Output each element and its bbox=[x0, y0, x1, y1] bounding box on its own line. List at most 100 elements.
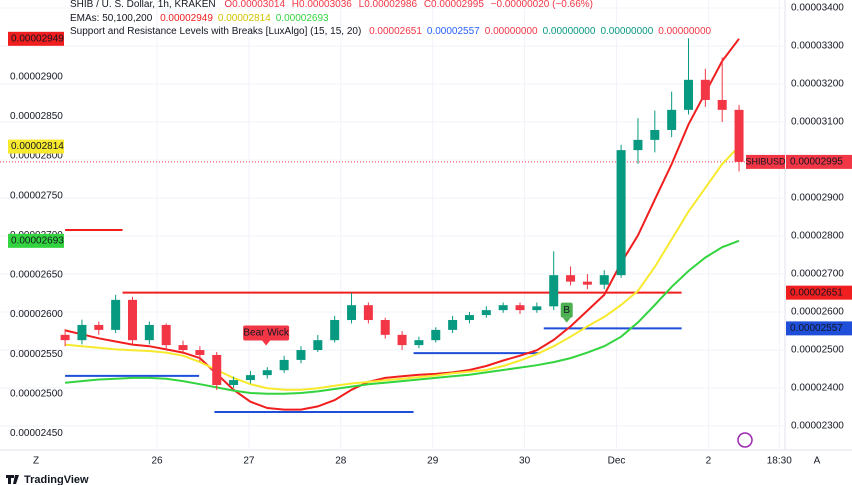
sr-legend-value: 0.00000000 bbox=[658, 26, 711, 37]
y-tick-label: 0.00002600 bbox=[10, 309, 63, 320]
candle-body bbox=[532, 306, 542, 311]
candle-body bbox=[515, 305, 525, 311]
y-tick-label: 0.00002450 bbox=[10, 428, 63, 439]
y-tick-label: 0.00002750 bbox=[10, 190, 63, 201]
ohlc-open: O0.00003014 bbox=[224, 0, 285, 10]
candle-body bbox=[464, 315, 474, 321]
y2-tick-label: 0.00002500 bbox=[791, 345, 844, 356]
candle-body bbox=[667, 109, 677, 130]
x-tick-label: 28 bbox=[335, 456, 347, 467]
y-tick-label: 0.00002500 bbox=[10, 388, 63, 399]
ohlc-low: L0.00002986 bbox=[359, 0, 418, 10]
x-tick-label: Dec bbox=[608, 456, 626, 467]
ema-title: EMAs: 50,100,200 bbox=[70, 13, 153, 24]
overlay: Bear Wick B bbox=[243, 302, 573, 346]
candle-body bbox=[599, 275, 609, 285]
y2-tick-label: 0.00002600 bbox=[791, 307, 844, 318]
level-price-text: 0.00002557 bbox=[790, 323, 843, 334]
candle-body bbox=[717, 99, 727, 110]
ema-price-text: 0.00002949 bbox=[11, 33, 64, 44]
logo-icon bbox=[6, 475, 19, 484]
level-price-text: 0.00002651 bbox=[790, 287, 843, 298]
candle-body bbox=[481, 310, 491, 316]
candle-body bbox=[700, 79, 710, 100]
x-tick-label: 30 bbox=[519, 456, 531, 467]
ema-legend-value: 0.00002814 bbox=[218, 13, 271, 24]
level-price-label bbox=[786, 321, 852, 336]
x-tick-label: 18:30 bbox=[767, 456, 792, 467]
candle-body bbox=[212, 354, 222, 386]
ema-line bbox=[65, 145, 740, 391]
x-tick-label: 29 bbox=[427, 456, 439, 467]
ema-line bbox=[64, 38, 740, 411]
annotation-box bbox=[560, 302, 573, 318]
ema-price-box bbox=[8, 31, 64, 46]
y2-tick-label: 0.00002400 bbox=[791, 383, 844, 394]
ohlc-close: C0.00002995 bbox=[424, 0, 484, 10]
candle-body bbox=[684, 79, 694, 110]
x-tick-label: 2 bbox=[706, 456, 712, 467]
level-price-label bbox=[786, 285, 852, 300]
candle-body bbox=[161, 324, 171, 346]
y2-tick-label: 0.00003100 bbox=[791, 117, 844, 128]
annotation-pointer bbox=[262, 340, 271, 346]
last-price-text: 0.00002995 bbox=[790, 157, 843, 168]
candle-body bbox=[229, 380, 239, 386]
plot bbox=[0, 38, 785, 413]
scale-button[interactable]: A bbox=[814, 456, 821, 467]
sr-legend-value: 0.00000000 bbox=[543, 26, 596, 37]
scale-button[interactable]: Z bbox=[33, 456, 39, 467]
candle-body bbox=[582, 281, 592, 285]
candle-body bbox=[262, 370, 272, 376]
ema-legend-value: 0.00002949 bbox=[160, 13, 213, 24]
candle-body bbox=[616, 150, 626, 276]
sr-legend-value: 0.00002557 bbox=[427, 26, 480, 37]
candle-body bbox=[178, 345, 188, 351]
candle-body bbox=[313, 340, 323, 351]
y2-tick-label: 0.00003200 bbox=[791, 79, 844, 90]
annotation-text: Bear Wick bbox=[243, 328, 290, 339]
candle-body bbox=[144, 324, 154, 341]
ema-price-box bbox=[8, 233, 64, 248]
y-tick-label: 0.00002650 bbox=[10, 270, 63, 281]
ohlc-change: −0.00000020 (−0.66%) bbox=[491, 0, 593, 10]
annotation-box bbox=[243, 325, 290, 341]
candle-body bbox=[448, 320, 458, 330]
candle-body bbox=[566, 275, 576, 282]
y-tick-label: 0.00002850 bbox=[10, 111, 63, 122]
y2-tick-label: 0.00002800 bbox=[791, 231, 844, 242]
ema-price-box bbox=[8, 139, 64, 154]
candle-body bbox=[363, 305, 373, 321]
candle-body bbox=[245, 375, 255, 381]
legend-line1: SHIB / U. S. Dollar, 1h, KRAKEN O0.00003… bbox=[70, 0, 593, 10]
candle-body bbox=[734, 109, 744, 162]
candle-body bbox=[380, 320, 390, 335]
y-tick-label: 0.00002800 bbox=[10, 151, 63, 162]
candle-body bbox=[650, 129, 660, 140]
sr-legend-value: 0.00000000 bbox=[600, 26, 653, 37]
ema-price-text: 0.00002814 bbox=[11, 141, 64, 152]
ema-price-text: 0.00002693 bbox=[11, 235, 64, 246]
symbol-label: SHIBUSD bbox=[745, 156, 786, 166]
candle-body bbox=[330, 320, 340, 341]
brand: TradingView bbox=[24, 474, 89, 485]
y2-tick-label: 0.00003300 bbox=[791, 41, 844, 52]
icon[interactable] bbox=[737, 432, 753, 448]
candle-body bbox=[498, 305, 508, 311]
annotation-text: B bbox=[563, 305, 570, 316]
events-icon[interactable] bbox=[737, 432, 753, 448]
y2-tick-label: 0.00002900 bbox=[791, 193, 844, 204]
ema-line bbox=[65, 239, 740, 395]
candle-body bbox=[77, 324, 87, 341]
symbol-label-box bbox=[746, 154, 785, 169]
candle-body bbox=[195, 350, 205, 355]
sr-title: Support and Resistance Levels with Break… bbox=[70, 26, 361, 37]
legend-sr: Support and Resistance Levels with Break… bbox=[70, 26, 712, 37]
legend-ema: EMAs: 50,100,200 0.00002949 0.00002814 0.0… bbox=[70, 13, 329, 24]
candle-body bbox=[111, 299, 121, 330]
y2-tick-label: 0.00002700 bbox=[791, 269, 844, 280]
annotation-pointer bbox=[562, 317, 571, 323]
y2-tick-label: 0.00002300 bbox=[791, 421, 844, 432]
candle-body bbox=[549, 275, 559, 307]
